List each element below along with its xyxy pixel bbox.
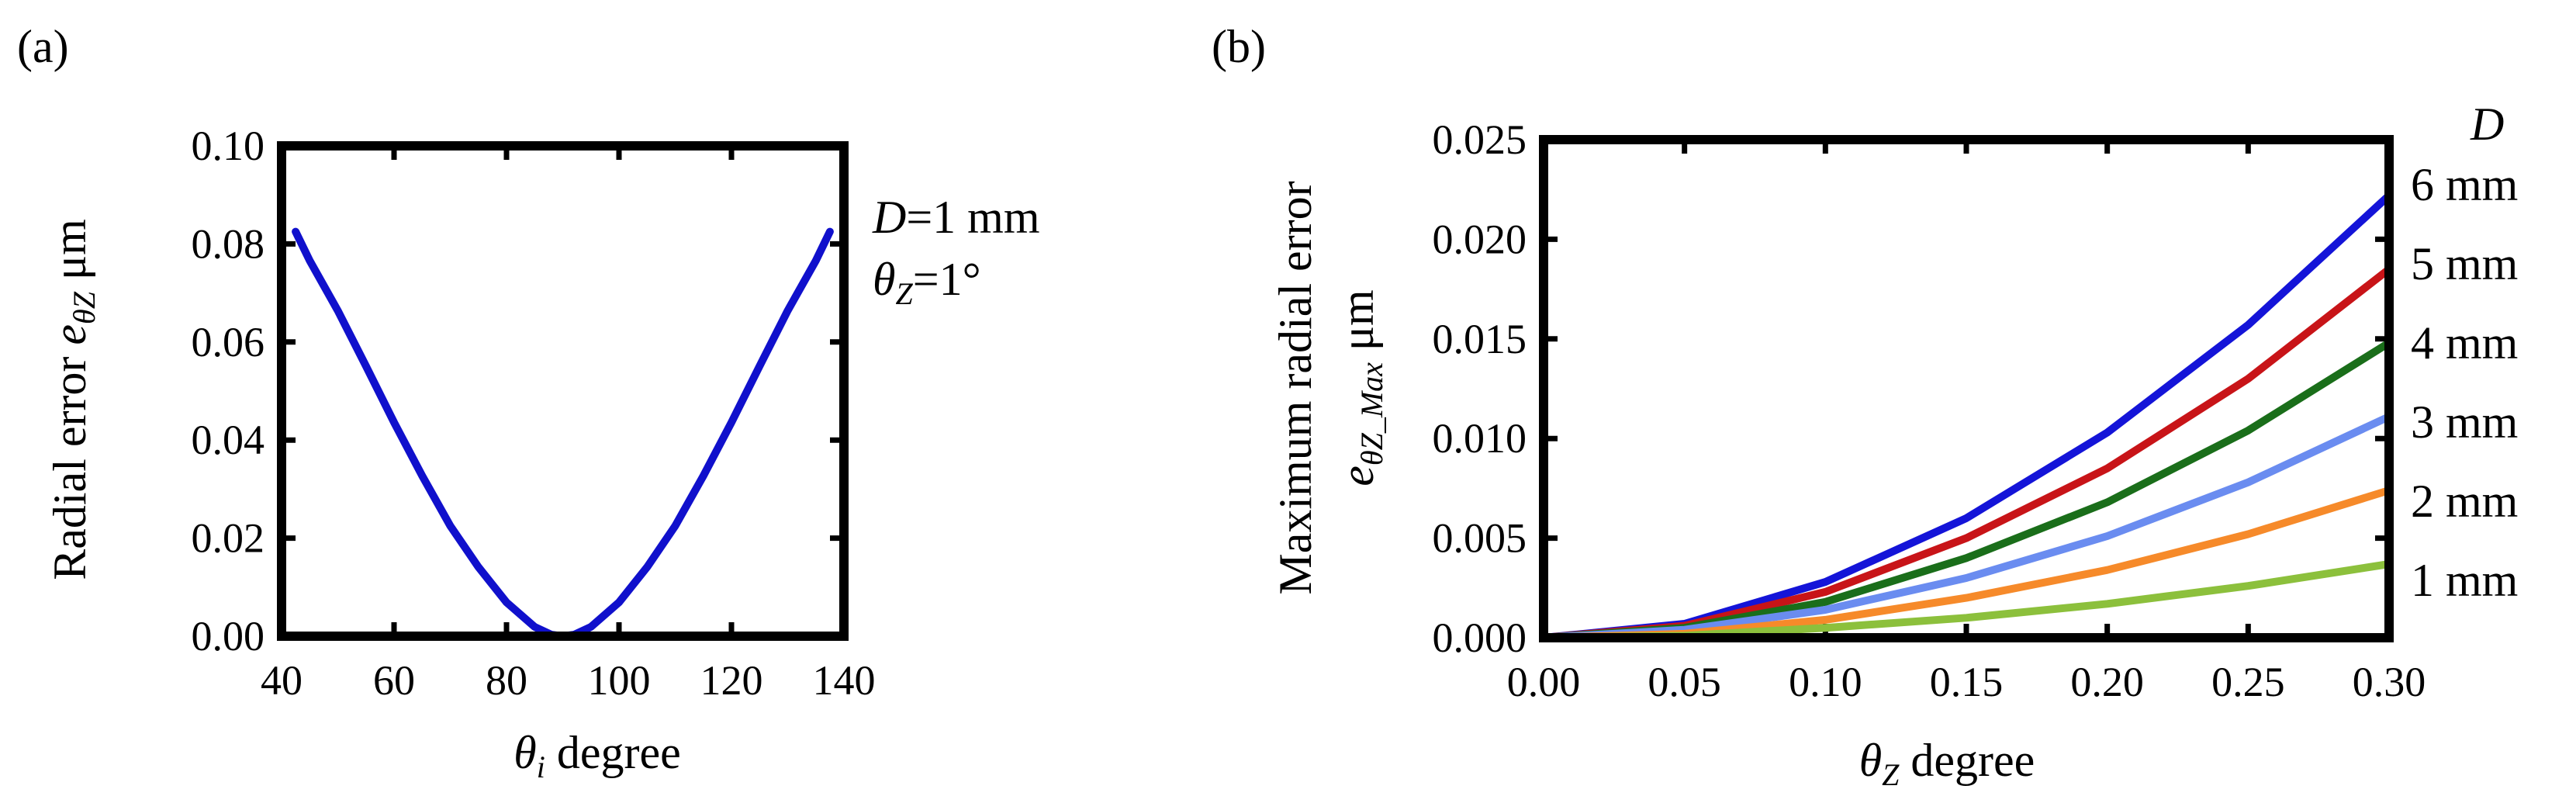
legend-item-2-mm: 2 mm <box>2411 476 2518 527</box>
y-tick-label: 0.000 <box>1433 614 1527 661</box>
tick-layer-a: 40 60 80 100 120 140 0.00 0.02 0.04 0.06 0.08 0.10 <box>192 123 876 704</box>
legend-item-5-mm: 5 mm <box>2411 238 2518 289</box>
plot-frame-b <box>1539 135 2394 642</box>
legend-title-b: D <box>2470 99 2504 150</box>
y-tick-label: 0.005 <box>1433 515 1527 562</box>
annotation-theta-z: θZ=1° <box>873 254 981 311</box>
x-tick-label: 120 <box>700 657 763 704</box>
legend-b: 6 mm 5 mm 4 mm 3 mm 2 mm 1 mm <box>2411 159 2518 606</box>
x-tick-label: 0.15 <box>1930 659 2004 705</box>
legend-item-4-mm: 4 mm <box>2411 317 2518 369</box>
x-tick-label: 60 <box>373 657 415 704</box>
x-tick-label: 140 <box>813 657 876 704</box>
panel-label-b: (b) <box>1212 21 1266 72</box>
x-tick-label: 0.00 <box>1507 659 1581 705</box>
series-line-6-mm <box>1540 191 2393 642</box>
series-line-d-1-mm-z-1- <box>292 227 834 640</box>
y-tick-label: 0.08 <box>192 220 265 267</box>
x-tick-label: 0.10 <box>1789 659 1862 705</box>
series-layer-b <box>1540 191 2393 642</box>
x-tick-label: 0.25 <box>2211 659 2285 705</box>
x-tick-label: 0.20 <box>2070 659 2144 705</box>
y-tick-label: 0.00 <box>192 613 265 659</box>
x-tick-label: 100 <box>588 657 651 704</box>
y-axis-label-b-line1: Maximum radial error <box>1270 181 1321 594</box>
y-tick-label: 0.04 <box>192 417 265 463</box>
x-tick-label: 0.05 <box>1648 659 1721 705</box>
x-tick-label: 80 <box>486 657 527 704</box>
y-tick-label: 0.06 <box>192 319 265 365</box>
plot-frame-a <box>277 141 849 641</box>
y-tick-label: 0.010 <box>1433 415 1527 462</box>
x-axis-label-b: θZ degree <box>1859 735 2035 792</box>
chart-a: (a) Radial error eθZ μm θi degree D=1 mm… <box>17 21 1040 784</box>
series-layer-a <box>292 227 834 640</box>
panel-label-a: (a) <box>17 21 69 72</box>
chart-b: (b) Maximum radial error eθZ_Max μm θZ d… <box>1212 21 2518 792</box>
series-line-3-mm <box>1540 413 2393 642</box>
legend-item-6-mm: 6 mm <box>2411 159 2518 210</box>
y-tick-label: 0.025 <box>1433 116 1527 163</box>
x-tick-label: 0.30 <box>2353 659 2426 705</box>
x-tick-label: 40 <box>261 657 303 704</box>
tick-layer-b: 0.00 0.05 0.10 0.15 0.20 0.25 0.30 0.000 0.005 0.… <box>1433 116 2426 705</box>
y-axis-label-a: Radial error eθZ μm <box>44 219 102 580</box>
legend-item-1-mm: 1 mm <box>2411 555 2518 606</box>
y-tick-label: 0.10 <box>192 123 265 169</box>
y-tick-label: 0.02 <box>192 515 265 562</box>
annotation-diameter: D=1 mm <box>872 192 1040 243</box>
x-axis-label-a: θi degree <box>513 727 680 784</box>
y-axis-label-b-line2: eθZ_Max μm <box>1332 289 1389 486</box>
series-line-4-mm <box>1540 338 2393 642</box>
legend-item-3-mm: 3 mm <box>2411 396 2518 448</box>
y-tick-label: 0.020 <box>1433 216 1527 262</box>
y-tick-label: 0.015 <box>1433 316 1527 362</box>
